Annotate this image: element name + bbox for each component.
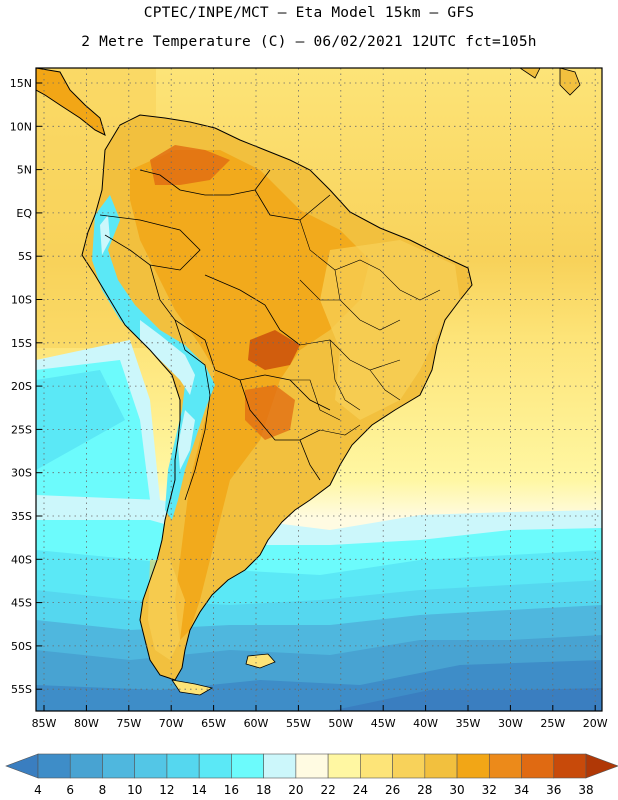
map-axes: 15N 10N 5N EQ 5S 10S 15S 20S 25S 30S 35S 40S 45S 50S 5…	[10, 77, 608, 730]
colorbar-label: 8	[99, 783, 107, 797]
lon-label: 75W	[116, 717, 141, 730]
lat-label: 35S	[11, 510, 32, 523]
colorbar-swatch	[37, 753, 71, 779]
lat-label: 5S	[18, 250, 32, 263]
country-borders	[99, 169, 331, 501]
colorbar-label: 34	[514, 783, 529, 797]
lat-label: 55S	[11, 683, 32, 696]
colorbar-label: 28	[417, 783, 432, 797]
colorbar-high-arrow	[585, 753, 618, 779]
colorbar-label: 24	[353, 783, 368, 797]
land-hot-spot-pantanal	[248, 330, 300, 370]
colorbar-swatch	[521, 753, 555, 779]
land-hot-spot-north	[150, 145, 230, 185]
colorbar-label: 18	[256, 783, 271, 797]
colorbar-swatch	[456, 753, 490, 779]
colorbar-swatch	[198, 753, 232, 779]
colorbar-label: 26	[385, 783, 400, 797]
colorbar-swatch	[69, 753, 103, 779]
colorbar-label: 36	[546, 783, 561, 797]
colorbar-label: 10	[127, 783, 142, 797]
lat-label: 30S	[11, 467, 32, 480]
temperature-map: 15N 10N 5N EQ 5S 10S 15S 20S 25S 30S 35S 40S 45S 50S 5…	[10, 67, 608, 730]
colorbar-label: 32	[482, 783, 497, 797]
colorbar-swatches	[5, 753, 618, 779]
colorbar-swatch	[102, 753, 136, 779]
tierra-del-fuego	[171, 679, 214, 696]
lon-label: 60W	[244, 717, 269, 730]
south-ocean-band-8	[330, 688, 602, 711]
colorbar-swatch	[488, 753, 522, 779]
colorbar: 4 6 8 10 12 14 16 18 20 22 24 26 28 30 32 34 36 38	[5, 753, 618, 797]
colorbar-swatch	[134, 753, 168, 779]
colorbar-label: 30	[449, 783, 464, 797]
lon-label: 35W	[456, 717, 481, 730]
lon-label: 85W	[32, 717, 57, 730]
lat-label: 15N	[10, 77, 32, 90]
colorbar-labels: 4 6 8 10 12 14 16 18 20 22 24 26 28 30 32 34 36 38	[34, 783, 593, 797]
lon-label: 20W	[583, 717, 608, 730]
colorbar-label: 4	[34, 783, 42, 797]
lon-label: 70W	[159, 717, 184, 730]
map-plot-area	[36, 68, 602, 711]
coastline	[81, 114, 473, 681]
lon-label: 30W	[498, 717, 523, 730]
land-hot-spot-chaco	[245, 385, 295, 440]
lat-label: 50S	[11, 640, 32, 653]
lat-label: EQ	[16, 207, 32, 220]
colorbar-swatch	[553, 753, 587, 779]
map-subtitle: 2 Metre Temperature (C) – 06/02/2021 12U…	[81, 34, 537, 50]
lat-label: 10S	[11, 294, 32, 307]
lat-label: 10N	[10, 120, 32, 133]
lon-label: 45W	[371, 717, 396, 730]
lat-lon-grid	[36, 68, 602, 711]
state-borders	[290, 219, 441, 436]
lat-label: 40S	[11, 553, 32, 566]
colorbar-label: 14	[192, 783, 207, 797]
colorbar-label: 22	[320, 783, 335, 797]
lat-label: 45S	[11, 597, 32, 610]
lat-label: 20S	[11, 380, 32, 393]
lon-label: 50W	[328, 717, 353, 730]
caribbean-islands	[519, 68, 581, 96]
lon-label: 40W	[413, 717, 438, 730]
colorbar-low-arrow	[5, 753, 39, 779]
colorbar-swatch	[295, 753, 329, 779]
lon-label: 25W	[540, 717, 565, 730]
colorbar-label: 16	[224, 783, 239, 797]
colorbar-label: 20	[288, 783, 303, 797]
central-america	[36, 68, 106, 136]
patagonia-cool	[148, 560, 185, 660]
colorbar-swatch	[231, 753, 264, 779]
colorbar-swatch	[424, 753, 458, 779]
colorbar-label: 6	[66, 783, 74, 797]
lat-label: 15S	[11, 337, 32, 350]
falkland-islands	[245, 653, 276, 669]
lat-label: 25S	[11, 423, 32, 436]
colorbar-swatch	[360, 753, 393, 779]
brazil-east-cooler	[320, 240, 460, 420]
lon-label: 65W	[201, 717, 226, 730]
colorbar-swatch	[327, 753, 361, 779]
lon-label: 80W	[74, 717, 99, 730]
map-title: CPTEC/INPE/MCT – Eta Model 15km – GFS	[143, 5, 475, 21]
colorbar-label: 38	[578, 783, 593, 797]
map-frame	[35, 67, 603, 712]
pacific-cool-band-3	[36, 370, 125, 470]
lat-label: 5N	[17, 164, 32, 177]
colorbar-swatch	[392, 753, 426, 779]
lon-label: 55W	[286, 717, 311, 730]
colorbar-swatch	[263, 753, 297, 779]
colorbar-label: 12	[159, 783, 174, 797]
colorbar-swatch	[166, 753, 200, 779]
